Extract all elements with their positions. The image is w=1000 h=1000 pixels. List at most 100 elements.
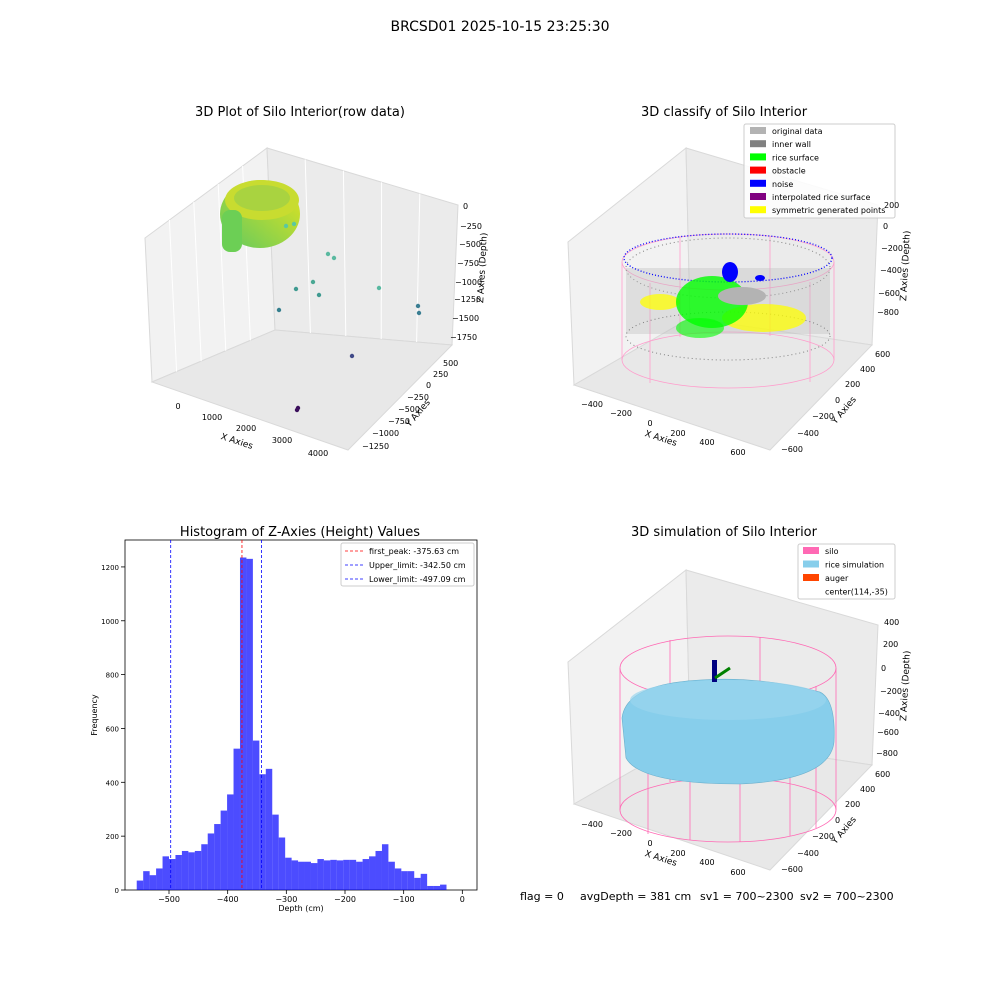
histogram-bar: [420, 873, 428, 890]
histogram-bar: [220, 810, 228, 890]
histogram-y-tick-label: 800: [106, 672, 119, 680]
classify-x-tick: 400: [699, 438, 714, 447]
histogram-bar: [252, 740, 260, 890]
histogram-x-tick-label: −500: [158, 895, 180, 904]
raw-x-tick: 4000: [308, 449, 328, 458]
raw-z-tick: −1000: [455, 278, 482, 287]
histogram-bar: [175, 855, 182, 890]
raw-x-label: X Axies: [219, 432, 254, 452]
grid-line: [168, 219, 178, 372]
simulation-x-tick: −200: [610, 829, 632, 838]
histogram-x-ticks: −500 −400 −300 −200 −100 0: [158, 890, 465, 904]
classify-x-tick: −400: [581, 400, 603, 409]
raw-z-label: Z Axies (Depth): [476, 232, 490, 303]
panel-histogram: Histogram of Z-Axies (Height) Values −50…: [90, 525, 478, 913]
classify-y-tick: −400: [797, 429, 819, 438]
classify-y-ticks: 600 400 200 0 −200 −400 −600: [781, 350, 890, 454]
classify-y-tick: 200: [845, 380, 860, 389]
classify-z-tick: 0: [883, 222, 888, 231]
histogram-x-tick-label: 0: [460, 895, 465, 904]
histogram-x-tick-label: −400: [217, 895, 239, 904]
classify-x-tick: 600: [730, 448, 745, 457]
simulation-x-tick: 400: [699, 858, 714, 867]
raw-z-tick: −1250: [454, 295, 481, 304]
raw-y-tick: −750: [388, 417, 410, 426]
classify-z-tick: −600: [878, 289, 900, 298]
scatter-point: [325, 251, 331, 257]
histogram-x-tick-label: −100: [393, 895, 415, 904]
histogram-bar: [181, 850, 189, 890]
legend-swatch: [750, 166, 766, 174]
histogram-bar: [394, 868, 402, 890]
panel-classify: 3D classify of Silo Interior: [567, 105, 913, 457]
simulation-y-tick: 200: [845, 800, 860, 809]
legend-swatch: [750, 140, 766, 148]
classify-y-tick: 400: [860, 365, 875, 374]
simulation-z-label: Z Axies (Depth): [899, 650, 913, 721]
simulation-z-tick: −400: [878, 709, 900, 718]
grid-line: [304, 159, 311, 334]
panel-raw-data: 3D Plot of Silo Interior(row data) 0 100…: [144, 105, 490, 458]
classify-y-tick: 0: [835, 396, 840, 405]
raw-y-tick: −250: [407, 393, 429, 402]
histogram-bar: [239, 557, 247, 890]
raw-y-tick: −500: [398, 405, 420, 414]
histogram-bar: [369, 856, 376, 890]
classify-z-ticks: 200 0 −200 −400 −600 −800: [877, 201, 903, 317]
footer-avg-depth: avgDepth = 381 cm: [580, 890, 691, 903]
panel-simulation: 3D simulation of Silo Interior: [567, 525, 913, 877]
legend-label: inner wall: [772, 140, 811, 149]
histogram-y-tick-label: 200: [106, 833, 119, 841]
classify-z-label: Z Axies (Depth): [899, 230, 913, 301]
panel-classify-title: 3D classify of Silo Interior: [641, 105, 808, 120]
footer-stats: flag = 0 avgDepth = 381 cm sv1 = 700~230…: [520, 890, 894, 903]
legend-label: original data: [772, 127, 823, 136]
histogram-bar: [356, 861, 363, 890]
histogram-bar: [214, 824, 221, 890]
histogram-bar: [330, 859, 337, 890]
raw-z-tick: −1750: [450, 333, 477, 342]
simulation-x-tick: 0: [647, 839, 652, 848]
footer-sv1: sv1 = 700~2300: [700, 890, 794, 903]
legend-swatch: [750, 179, 766, 187]
scatter-point: [416, 310, 422, 316]
classify-x-ticks: −400 −200 0 200 400 600: [581, 400, 746, 457]
histogram-bar: [188, 852, 195, 890]
histogram-bar: [136, 880, 144, 890]
footer-sv2: sv2 = 700~2300: [800, 890, 894, 903]
scatter-point: [331, 255, 337, 261]
scatter-point: [295, 405, 301, 411]
histogram-bar: [291, 860, 299, 890]
histogram-bars: [136, 557, 447, 890]
histogram-bar: [162, 856, 169, 890]
histogram-bar: [201, 844, 208, 890]
classify-legend: original data inner wall rice surface obsta…: [743, 123, 896, 219]
histogram-bar: [362, 859, 370, 890]
simulation-y-tick: −600: [781, 865, 803, 874]
simulation-legend: silo rice simulation auger center(114,-35): [797, 543, 896, 600]
histogram-bar: [194, 850, 202, 890]
histogram-y-label: Frequency: [90, 694, 99, 736]
raw-y-tick: 250: [433, 370, 448, 379]
histogram-bar: [310, 863, 318, 890]
grid-line: [217, 183, 227, 351]
classify-y-tick: −600: [781, 445, 803, 454]
histogram-bar: [265, 768, 273, 890]
histogram-bar: [388, 861, 395, 890]
histogram-bar: [401, 871, 408, 890]
histogram-y-tick-label: 600: [106, 725, 119, 733]
histogram-bar: [149, 875, 157, 890]
legend-swatch: [750, 206, 766, 214]
raw-x-ticks: 0 1000 2000 3000 4000: [175, 402, 328, 458]
classify-z-tick: −200: [881, 244, 903, 253]
raw-scatter-points: [276, 221, 422, 413]
scatter-point: [349, 353, 355, 359]
simulation-z-tick: 200: [883, 640, 898, 649]
scatter-point: [316, 292, 322, 298]
raw-y-ticks: 500 250 0 −250 −500 −750 −1000 −1250: [362, 359, 458, 451]
histogram-plot-area: [124, 539, 478, 891]
classify-y-label: Y Axies: [830, 395, 859, 427]
simulation-z-tick: 400: [884, 618, 899, 627]
raw-x-tick: 3000: [272, 436, 292, 445]
histogram-bar: [440, 884, 447, 890]
